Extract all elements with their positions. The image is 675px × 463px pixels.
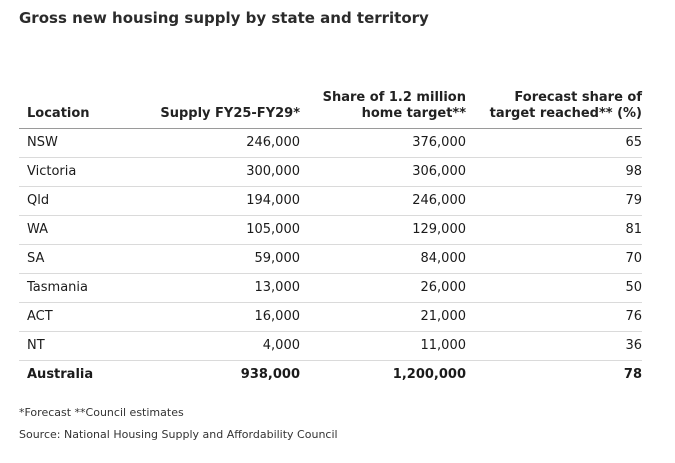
cell-location: ACT: [19, 302, 147, 332]
source-note: Source: National Housing Supply and Affo…: [19, 428, 338, 441]
cell-supply: 300,000: [147, 157, 300, 187]
cell-share-target: 246,000: [300, 186, 466, 216]
cell-location: NSW: [19, 128, 147, 158]
total-row: Australia 938,000 1,200,000 78: [19, 360, 642, 389]
table-row: Tasmania 13,000 26,000 50: [19, 273, 642, 303]
table-row: Victoria 300,000 306,000 98: [19, 157, 642, 187]
cell-supply: 59,000: [147, 244, 300, 274]
cell-forecast-share: 98: [466, 157, 642, 187]
cell-share-target: 11,000: [300, 331, 466, 361]
header-supply: Supply FY25-FY29*: [147, 58, 300, 129]
table-body: NSW 246,000 376,000 65 Victoria 300,000 306,00…: [19, 128, 642, 389]
chart-title: Gross new housing supply by state and te…: [19, 9, 429, 27]
table-row: NT 4,000 11,000 36: [19, 331, 642, 361]
cell-forecast-share: 36: [466, 331, 642, 361]
cell-supply: 194,000: [147, 186, 300, 216]
cell-forecast-share: 65: [466, 128, 642, 158]
cell-supply: 938,000: [147, 360, 300, 389]
cell-share-target: 26,000: [300, 273, 466, 303]
cell-location: Tasmania: [19, 273, 147, 303]
cell-supply: 105,000: [147, 215, 300, 245]
cell-share-target: 1,200,000: [300, 360, 466, 389]
housing-supply-table: Location Supply FY25-FY29* Share of 1.2 …: [19, 58, 642, 389]
cell-forecast-share: 50: [466, 273, 642, 303]
table-row: NSW 246,000 376,000 65: [19, 128, 642, 158]
cell-share-target: 129,000: [300, 215, 466, 245]
cell-supply: 246,000: [147, 128, 300, 158]
cell-share-target: 376,000: [300, 128, 466, 158]
header-share-target: Share of 1.2 million home target**: [300, 58, 466, 129]
cell-share-target: 21,000: [300, 302, 466, 332]
table-row: Qld 194,000 246,000 79: [19, 186, 642, 216]
cell-share-target: 84,000: [300, 244, 466, 274]
cell-share-target: 306,000: [300, 157, 466, 187]
table-row: SA 59,000 84,000 70: [19, 244, 642, 274]
cell-supply: 13,000: [147, 273, 300, 303]
cell-location: Australia: [19, 360, 147, 389]
notes: *Forecast **Council estimates Source: Na…: [19, 402, 338, 446]
cell-forecast-share: 78: [466, 360, 642, 389]
cell-supply: 16,000: [147, 302, 300, 332]
cell-location: Qld: [19, 186, 147, 216]
footnote: *Forecast **Council estimates: [19, 406, 184, 419]
cell-location: WA: [19, 215, 147, 245]
table-row: WA 105,000 129,000 81: [19, 215, 642, 245]
cell-forecast-share: 79: [466, 186, 642, 216]
header-forecast-share: Forecast share of target reached** (%): [466, 58, 642, 129]
table-row: ACT 16,000 21,000 76: [19, 302, 642, 332]
cell-supply: 4,000: [147, 331, 300, 361]
cell-location: NT: [19, 331, 147, 361]
header-location: Location: [19, 58, 147, 129]
table-header-row: Location Supply FY25-FY29* Share of 1.2 …: [19, 58, 642, 129]
cell-forecast-share: 76: [466, 302, 642, 332]
cell-forecast-share: 70: [466, 244, 642, 274]
cell-location: SA: [19, 244, 147, 274]
cell-forecast-share: 81: [466, 215, 642, 245]
cell-location: Victoria: [19, 157, 147, 187]
